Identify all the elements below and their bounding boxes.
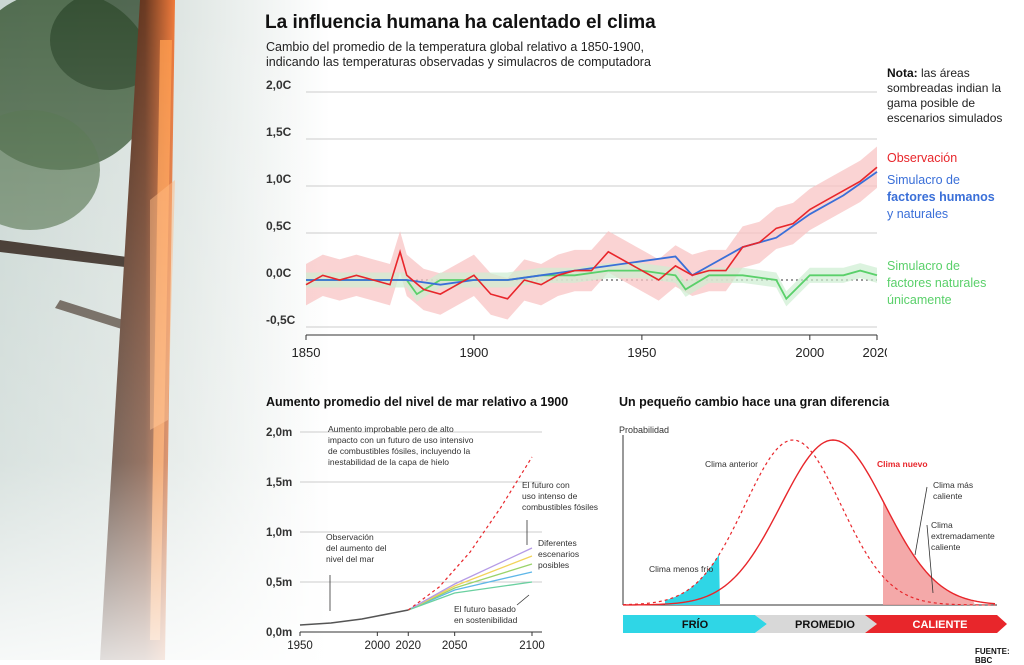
y-tick-label: 2,0m [266, 427, 292, 439]
extreme-pointer [926, 524, 934, 594]
annotation-intense-fossil: combustibles fósiles [522, 502, 598, 512]
legend-human-line1: Simulacro de [887, 173, 960, 187]
annotation-intense-fossil: El futuro con [522, 480, 570, 490]
legend-human-line3: y naturales [887, 207, 949, 221]
observed-sea-level-line [299, 609, 409, 626]
legend-natural-line3: únicamente [887, 293, 952, 307]
annotation-observed: nivel del mar [326, 554, 374, 564]
label-old-climate: Clima anterior [705, 459, 758, 469]
label-extreme-1: Clima [931, 520, 953, 530]
label-extreme-3: caliente [931, 542, 961, 552]
source-credit: FUENTE: BBC [975, 647, 1010, 665]
bar-average [755, 615, 877, 633]
forest-fire-photo [0, 0, 330, 660]
bar-average-label: PROMEDIO [795, 619, 855, 631]
bar-hot [865, 615, 1007, 633]
y-tick-label: 0,0C [266, 266, 292, 280]
label-less-cold: Clima menos frío [649, 564, 714, 574]
hot-shade [883, 501, 975, 605]
annotation-observed: del aumento del [326, 543, 387, 553]
annotation-scenarios: escenarios [538, 549, 579, 559]
y-tick-label: 0,0m [266, 627, 292, 639]
label-extreme-2: extremadamente [931, 531, 995, 541]
series-human-line [306, 171, 878, 286]
distribution-chart: Probabilidad Clima anterior Clima nuevo Cli… [619, 425, 1007, 633]
sea-level-title: Aumento promedio del nivel de mar relati… [266, 395, 569, 409]
annotation-sustainability: en sostenibilidad [454, 615, 518, 625]
y-tick-label: 0,5C [266, 219, 292, 233]
y-tick-label: 1,0C [266, 172, 292, 186]
legend-human-line2: factores humanos [887, 190, 995, 204]
temperature-chart: 2,0C 1,5C 1,0C 0,5C 0,0C -0,5C 1850 1900 1950 200… [266, 80, 887, 360]
scenario-line [407, 547, 533, 611]
annotation-sustainability: El futuro basado [454, 604, 516, 614]
x-tick-label: 2020 [395, 640, 421, 652]
legend-natural-line2: factores naturales [887, 276, 987, 290]
x-tick-label: 2000 [365, 640, 391, 652]
distribution-title: Un pequeño cambio hace una gran diferenc… [619, 395, 890, 409]
y-tick-label: -0,5C [266, 313, 296, 327]
bar-cold [623, 615, 767, 633]
legend-natural-factors: Simulacro de factores naturales únicamen… [887, 258, 1017, 309]
bar-hot-label: CALIENTE [913, 619, 968, 631]
annotation-scenarios: posibles [538, 560, 569, 570]
scenario-line [408, 581, 533, 611]
x-tick-label: 2000 [795, 345, 824, 360]
annotation-high-impact: inestabilidad de la capa de hielo [328, 457, 449, 467]
y-tick-label: 1,5m [266, 477, 292, 489]
annotation-scenarios: Diferentes [538, 538, 577, 548]
x-tick-label: 2050 [442, 640, 468, 652]
x-tick-label: 2100 [519, 640, 545, 652]
label-new-climate: Clima nuevo [877, 459, 928, 469]
note-text: las áreas sombreadas indian la gama posi… [887, 66, 1003, 125]
y-axis-label: Probabilidad [619, 425, 669, 435]
page-subtitle: Cambio del promedio de la temperatura gl… [266, 40, 651, 69]
note-label: Nota: [887, 66, 918, 80]
y-tick-label: 2,0C [266, 80, 292, 92]
y-tick-label: 1,5C [266, 125, 292, 139]
annotation-high-impact: de combustibles fósiles, incluyendo la [328, 446, 470, 456]
new-climate-curve [622, 439, 996, 606]
label-hotter-2: caliente [933, 491, 963, 501]
label-hotter-1: Clima más [933, 480, 973, 490]
legend-observation: Observación [887, 151, 958, 165]
page-title: La influencia humana ha calentado el cli… [265, 12, 656, 33]
bar-cold-label: FRÍO [682, 618, 709, 631]
cold-shade [665, 554, 720, 605]
annotation-sustain-pointer [516, 594, 530, 606]
series-natural-line [306, 269, 878, 301]
y-tick-label: 0,5m [266, 577, 292, 589]
annotation-high-impact: impacto con un futuro de uso intensivo [328, 435, 474, 445]
legend-natural-line1: Simulacro de [887, 259, 960, 273]
x-tick-label: 2020 [863, 345, 887, 360]
natural-range-band [306, 263, 877, 307]
series-observation-line [305, 166, 878, 300]
x-tick-label: 1900 [459, 345, 488, 360]
hotter-pointer [914, 486, 928, 556]
annotation-observed: Observación [326, 532, 374, 542]
y-tick-label: 1,0m [266, 527, 292, 539]
shading-note: Nota: las áreas sombreadas indian la gam… [887, 66, 1017, 126]
x-tick-label: 1850 [292, 345, 321, 360]
high-impact-line [407, 456, 533, 611]
annotation-intense-fossil: uso intenso de [522, 491, 578, 501]
x-tick-label: 1950 [287, 640, 313, 652]
x-tick-label: 1950 [627, 345, 656, 360]
annotation-high-impact: Aumento improbable pero de alto [328, 424, 454, 434]
legend-human-factors: Simulacro de factores humanos y naturale… [887, 172, 1017, 223]
